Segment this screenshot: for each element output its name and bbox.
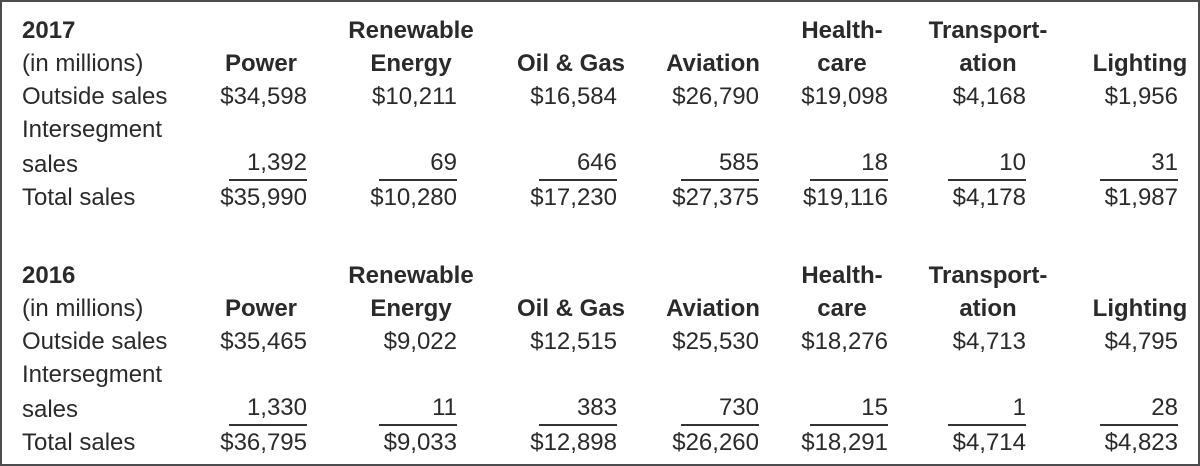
- intersegment-sales-value: 18: [810, 148, 888, 181]
- intersegment-sales-row: sales 1,392 69 646 585 18 10 31: [22, 146, 1178, 181]
- outside-sales-value: $18,276: [801, 328, 888, 355]
- total-sales-value: $4,714: [952, 429, 1026, 456]
- total-sales-value: $18,291: [801, 429, 888, 456]
- column-header-renewable-top: Renewable: [348, 262, 474, 289]
- column-header-renewable-top: Renewable: [348, 17, 474, 44]
- row-label-intersegment-sales: sales: [22, 151, 79, 178]
- total-sales-value: $19,116: [803, 184, 888, 211]
- intersegment-sales-value: 730: [681, 393, 759, 426]
- total-sales-value: $12,898: [530, 429, 617, 456]
- intersegment-sales-value: 69: [379, 148, 457, 181]
- total-sales-value: $4,823: [1104, 429, 1178, 456]
- intersegment-sales-value: 1: [948, 393, 1026, 426]
- column-header-transportation: ation: [959, 50, 1017, 77]
- column-header-oilgas: Oil & Gas: [516, 295, 626, 322]
- outside-sales-row: Outside sales $35,465 $9,022 $12,515 $25…: [22, 325, 1178, 358]
- column-header-healthcare-top: Health-: [801, 17, 883, 44]
- column-header-lighting: Lighting: [1092, 50, 1188, 77]
- year-label: 2016: [22, 262, 76, 289]
- outside-sales-value: $12,515: [530, 328, 617, 355]
- intersegment-sales-value: 11: [379, 393, 457, 426]
- total-sales-value: $10,280: [370, 184, 457, 211]
- column-header-transportation-top: Transport-: [928, 262, 1048, 289]
- intersegment-sales-value: 1,392: [229, 148, 307, 181]
- column-header-renewable: Energy: [370, 50, 452, 77]
- total-sales-value: $1,987: [1104, 184, 1178, 211]
- intersegment-sales-value: 10: [948, 148, 1026, 181]
- intersegment-sales-value: 31: [1100, 148, 1178, 181]
- column-header-renewable: Energy: [370, 295, 452, 322]
- total-sales-value: $17,230: [530, 184, 617, 211]
- outside-sales-value: $19,098: [801, 83, 888, 110]
- column-header-power: Power: [224, 295, 298, 322]
- column-header-healthcare: care: [817, 295, 867, 322]
- total-sales-value: $35,990: [220, 184, 307, 211]
- total-sales-value: $27,375: [672, 184, 759, 211]
- outside-sales-value: $4,795: [1104, 328, 1178, 355]
- intersegment-sales-value: 15: [810, 393, 888, 426]
- row-label-intersegment: Intersegment: [22, 116, 163, 143]
- column-header-aviation: Aviation: [666, 295, 760, 322]
- column-header-lighting: Lighting: [1092, 295, 1188, 322]
- outside-sales-value: $9,022: [383, 328, 457, 355]
- total-sales-value: $36,795: [220, 429, 307, 456]
- header-row: (in millions) Power Energy Oil & Gas Avi…: [22, 47, 1187, 80]
- outside-sales-value: $35,465: [220, 328, 307, 355]
- column-header-healthcare: care: [817, 50, 867, 77]
- unit-note: (in millions): [22, 50, 144, 77]
- outside-sales-value: $26,790: [672, 83, 759, 110]
- column-header-oilgas: Oil & Gas: [516, 50, 626, 77]
- total-sales-row: Total sales $35,990 $10,280 $17,230 $27,…: [22, 181, 1178, 214]
- header-row-top: 2017 Renewable Health- Transport-: [22, 14, 1178, 47]
- row-label-outside-sales: Outside sales: [22, 83, 168, 110]
- row-label-outside-sales: Outside sales: [22, 328, 168, 355]
- unit-note: (in millions): [22, 295, 144, 322]
- total-sales-value: $4,178: [952, 184, 1026, 211]
- intersegment-sales-value: 646: [539, 148, 617, 181]
- total-sales-value: $26,260: [672, 429, 759, 456]
- header-row-top: 2016 Renewable Health- Transport-: [22, 259, 1178, 292]
- intersegment-sales-value: 383: [539, 393, 617, 426]
- row-label-intersegment-sales: sales: [22, 396, 79, 423]
- row-label-total-sales: Total sales: [22, 184, 136, 211]
- year-label: 2017: [22, 17, 76, 44]
- intersegment-sales-value: 585: [681, 148, 759, 181]
- intersegment-sales-value: 1,330: [229, 393, 307, 426]
- outside-sales-value: $16,584: [530, 83, 617, 110]
- intersegment-sales-row: sales 1,330 11 383 730 15 1 28: [22, 391, 1178, 426]
- outside-sales-value: $1,956: [1104, 83, 1178, 110]
- column-header-transportation: ation: [959, 295, 1017, 322]
- total-sales-value: $9,033: [383, 429, 457, 456]
- segment-sales-table-2017: 2017 Renewable Health- Transport- (in mi…: [22, 14, 1187, 214]
- row-label-intersegment: Intersegment: [22, 361, 163, 388]
- total-sales-row: Total sales $36,795 $9,033 $12,898 $26,2…: [22, 426, 1178, 459]
- outside-sales-row: Outside sales $34,598 $10,211 $16,584 $2…: [22, 80, 1178, 113]
- outside-sales-value: $10,211: [372, 83, 457, 110]
- outside-sales-value: $25,530: [672, 328, 759, 355]
- intersegment-label-row: Intersegment: [22, 113, 1178, 146]
- intersegment-sales-value: 28: [1100, 393, 1178, 426]
- column-header-healthcare-top: Health-: [801, 262, 883, 289]
- header-row: (in millions) Power Energy Oil & Gas Avi…: [22, 292, 1187, 325]
- outside-sales-value: $4,168: [952, 83, 1026, 110]
- column-header-aviation: Aviation: [666, 50, 760, 77]
- column-header-transportation-top: Transport-: [928, 17, 1048, 44]
- segment-sales-table-2016: 2016 Renewable Health- Transport- (in mi…: [22, 259, 1187, 459]
- outside-sales-value: $4,713: [952, 328, 1026, 355]
- outside-sales-value: $34,598: [220, 83, 307, 110]
- intersegment-label-row: Intersegment: [22, 358, 1178, 391]
- row-label-total-sales: Total sales: [22, 429, 136, 456]
- column-header-power: Power: [224, 50, 298, 77]
